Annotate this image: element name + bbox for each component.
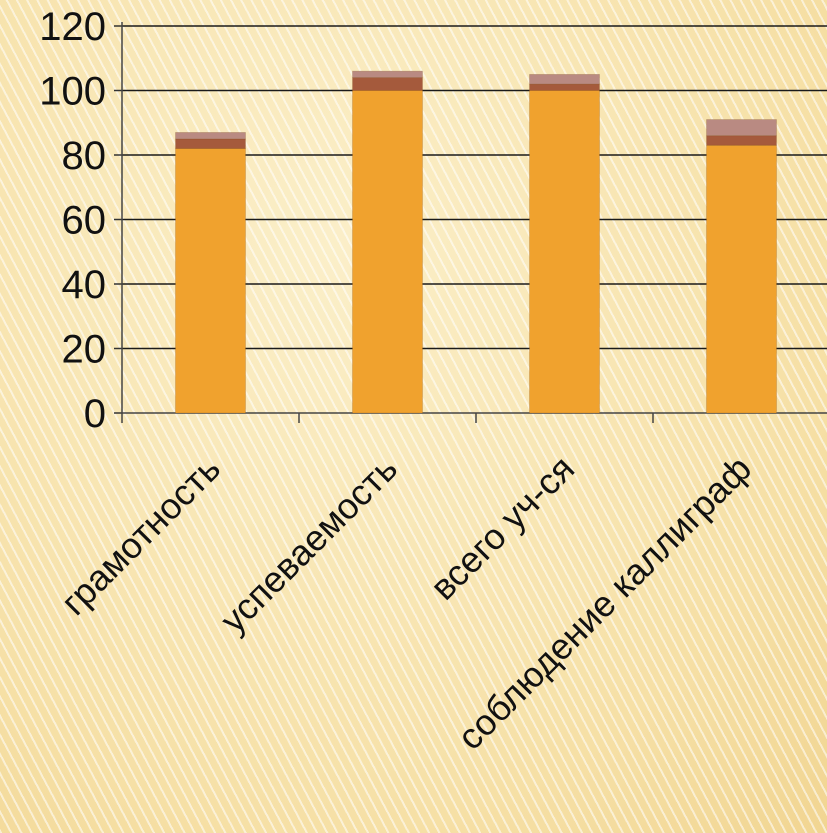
category-label: соблюдение каллиграф xyxy=(449,448,759,758)
y-tick-label: 20 xyxy=(62,328,107,372)
y-tick-label: 40 xyxy=(62,263,107,307)
bar-segment xyxy=(352,90,423,414)
y-tick-label: 80 xyxy=(62,134,107,178)
y-tick-label: 60 xyxy=(62,199,107,243)
bar-segment xyxy=(175,148,246,414)
bar-segment xyxy=(706,119,777,137)
category-label: грамотность xyxy=(53,448,228,623)
bar-segment xyxy=(529,90,600,414)
category-label: успеваемость xyxy=(212,448,405,641)
bar-segment xyxy=(352,70,423,79)
bar-segment xyxy=(175,132,246,140)
y-tick-label: 0 xyxy=(84,392,106,436)
bar-segment xyxy=(706,144,777,414)
bar-segment xyxy=(706,135,777,146)
y-tick-label: 120 xyxy=(39,5,106,49)
bar-segment xyxy=(529,73,600,85)
y-tick-label: 100 xyxy=(39,70,106,114)
bar-segment xyxy=(352,77,423,91)
bar-segment xyxy=(175,138,246,149)
bar-segment xyxy=(529,83,600,91)
category-label: всего уч-ся xyxy=(422,448,582,608)
